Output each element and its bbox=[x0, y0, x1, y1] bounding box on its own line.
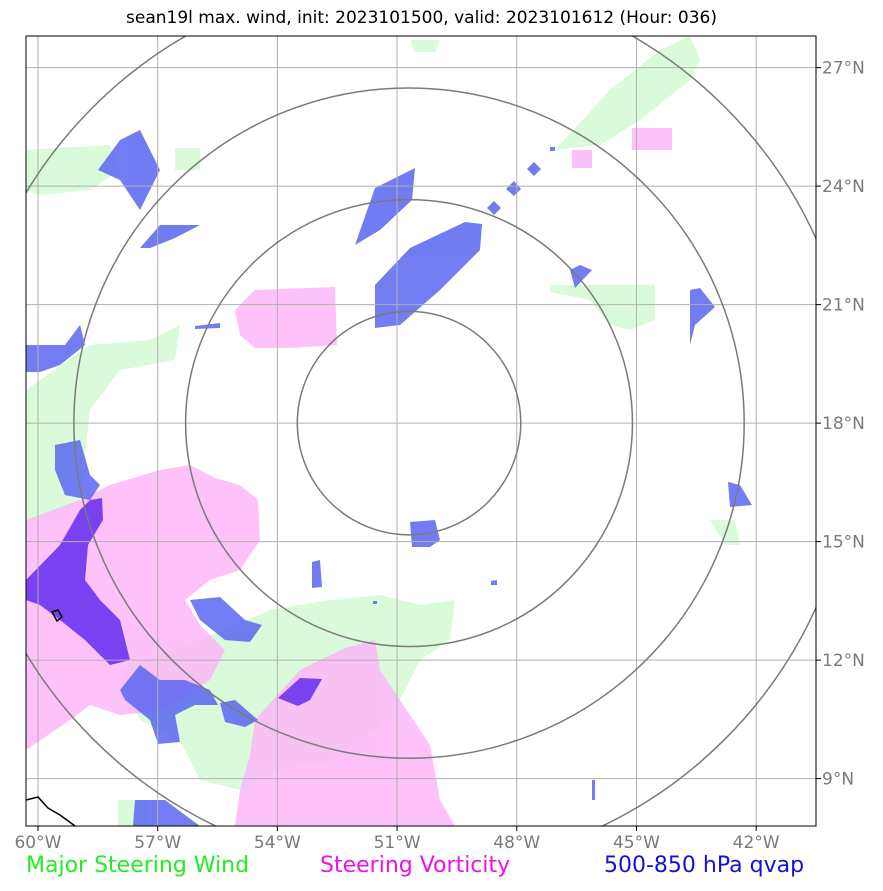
latitude-tick-label: 9°N bbox=[822, 770, 854, 790]
qvap-region-tick bbox=[592, 780, 595, 800]
longitude-tick-label: 48°W bbox=[493, 833, 540, 853]
latitude-ticks: 9°N 12°N 15°N 18°N 21°N 24°N 27°N bbox=[816, 59, 865, 790]
latitude-tick-label: 21°N bbox=[822, 296, 865, 316]
qvap-region-nw-2 bbox=[140, 225, 200, 248]
wind-region-northeast bbox=[555, 36, 700, 150]
longitude-tick-label: 57°W bbox=[134, 833, 181, 853]
distance-rings bbox=[26, 36, 816, 826]
vorticity-region-south bbox=[235, 640, 455, 826]
wind-region-north bbox=[410, 40, 440, 52]
qvap-region-small-2 bbox=[491, 580, 497, 585]
qvap-region-north-main bbox=[375, 222, 482, 328]
qvap-region-north-1 bbox=[355, 168, 415, 245]
longitude-tick-label: 45°W bbox=[613, 833, 660, 853]
latitude-tick-label: 12°N bbox=[822, 651, 865, 671]
distance-ring bbox=[184, 198, 634, 648]
legend-steering-vorticity: Steering Vorticity bbox=[320, 853, 511, 878]
vorticity-region-ne-2 bbox=[572, 150, 592, 168]
map-title: sean19l max. wind, init: 2023101500, val… bbox=[126, 8, 717, 28]
qvap-region-dot-1 bbox=[487, 201, 501, 215]
qvap-region-sw-3 bbox=[120, 665, 218, 744]
latitude-tick-label: 27°N bbox=[822, 59, 865, 79]
qvap-field bbox=[26, 130, 752, 826]
qvap-region-sw-2 bbox=[190, 597, 262, 642]
longitude-tick-label: 54°W bbox=[254, 833, 301, 853]
vorticity-region-center bbox=[235, 287, 337, 348]
latitude-tick-label: 15°N bbox=[822, 533, 865, 553]
graticule bbox=[26, 36, 816, 826]
qvap-region-west-1 bbox=[26, 325, 85, 372]
latitude-tick-label: 18°N bbox=[822, 414, 865, 434]
qvap-region-tiny-2 bbox=[373, 601, 377, 604]
vorticity-region-ne-1 bbox=[632, 128, 672, 150]
qvap-region-nw-1 bbox=[98, 130, 160, 210]
qvap-region-east-2 bbox=[690, 288, 715, 345]
wind-region-northwest bbox=[175, 148, 200, 170]
coastline bbox=[26, 609, 76, 826]
qvap-region-tiny-1 bbox=[550, 147, 555, 151]
qvap-region-dot-3 bbox=[527, 162, 541, 176]
steering-vorticity-field bbox=[26, 128, 672, 826]
qvap-region-east-3 bbox=[728, 482, 752, 507]
qvap-region-small-1 bbox=[312, 560, 322, 588]
qvap-region-east-1 bbox=[570, 265, 592, 288]
longitude-tick-label: 51°W bbox=[374, 833, 421, 853]
qvap-region-bottom bbox=[133, 800, 200, 826]
legend-steering-wind: Major Steering Wind bbox=[26, 853, 250, 878]
longitude-tick-label: 60°W bbox=[14, 833, 61, 853]
plot-frame bbox=[25, 35, 817, 827]
wind-region-east-small bbox=[710, 520, 740, 545]
coastline-southwest bbox=[26, 796, 76, 826]
distance-ring bbox=[296, 310, 522, 536]
latitude-tick-label: 24°N bbox=[822, 177, 865, 197]
longitude-tick-label: 42°W bbox=[733, 833, 780, 853]
coastline-island bbox=[50, 609, 63, 623]
distance-ring bbox=[73, 87, 745, 760]
legend-qvap: 500-850 hPa qvap bbox=[604, 853, 805, 878]
longitude-ticks: 60°W 57°W 54°W 51°W 48°W 45°W 42°W bbox=[14, 826, 780, 853]
qvap-intense-field bbox=[26, 498, 322, 706]
qvap-intense-region-south bbox=[278, 678, 322, 706]
wind-region-east bbox=[550, 285, 655, 330]
qvap-intense-region-west bbox=[26, 498, 130, 665]
